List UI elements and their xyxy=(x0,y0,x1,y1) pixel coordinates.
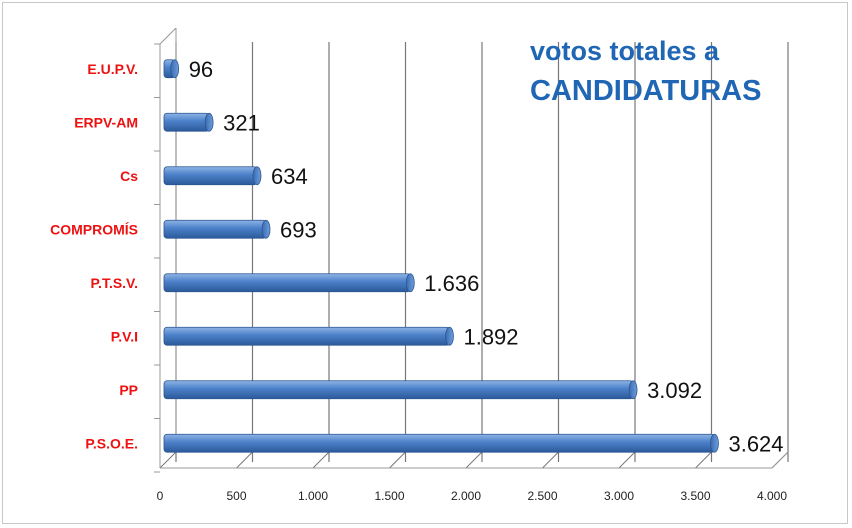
bars xyxy=(163,59,719,453)
x-tick-label: 500 xyxy=(226,489,246,503)
gridline-floor xyxy=(465,451,483,469)
x-tick-label: 1.000 xyxy=(298,489,328,503)
bar-body xyxy=(163,433,715,453)
gridline-floor xyxy=(695,451,712,469)
category-label: PP xyxy=(119,382,138,398)
data-label: 1.892 xyxy=(463,324,518,349)
bar-body xyxy=(163,380,634,400)
x-axis-right-edge xyxy=(771,451,789,469)
category-label: P.V.I xyxy=(111,328,138,344)
bar-body xyxy=(163,219,267,239)
bar xyxy=(163,166,262,186)
x-tick-label: 4.000 xyxy=(757,489,787,503)
bar xyxy=(163,326,454,346)
data-label: 1.636 xyxy=(424,271,479,296)
chart-title-line-1: votos totales a xyxy=(530,36,720,66)
x-tick-label: 2.000 xyxy=(451,489,481,503)
bar-cap xyxy=(204,112,214,132)
bar xyxy=(163,219,271,239)
bar-body xyxy=(163,112,210,132)
category-label: ERPV-AM xyxy=(74,114,138,130)
x-tick-label: 0 xyxy=(157,489,164,503)
labels: 0 500 1.000 1.500 2.000 2.500 3.000 3.500 4.000 E… xyxy=(50,57,787,503)
bar-cap xyxy=(405,273,415,293)
category-label: E.U.P.V. xyxy=(87,61,138,77)
data-label: 96 xyxy=(189,57,213,82)
x-tick-label: 1.500 xyxy=(374,489,404,503)
bar xyxy=(163,59,180,79)
bar-cap xyxy=(252,166,262,186)
gridline-floor xyxy=(312,451,330,469)
data-label: 321 xyxy=(223,110,260,135)
bar-cap xyxy=(710,433,719,453)
bar-cap xyxy=(170,59,180,79)
gridline-floor xyxy=(389,451,406,469)
gridline-floor xyxy=(618,451,636,469)
bar-cap xyxy=(445,326,454,346)
bar-cap xyxy=(261,219,271,239)
category-label: COMPROMÍS xyxy=(50,221,138,237)
y-axis-top-edge xyxy=(159,27,177,45)
bar xyxy=(163,273,415,293)
bar-body xyxy=(163,166,258,186)
gridline-floor xyxy=(236,451,253,469)
x-tick-label: 3.000 xyxy=(604,489,634,503)
x-tick-label: 3.500 xyxy=(680,489,710,503)
data-label: 3.092 xyxy=(647,378,702,403)
category-label: Cs xyxy=(120,168,138,184)
data-label: 3.624 xyxy=(728,431,783,456)
bar-cap xyxy=(628,380,638,400)
category-label: P.T.S.V. xyxy=(91,275,138,291)
chart-title-line-2: CANDIDATURAS xyxy=(530,75,761,107)
gridline-floor xyxy=(159,451,177,469)
data-label: 634 xyxy=(271,164,308,189)
bar-body xyxy=(163,273,411,293)
bar xyxy=(163,433,719,453)
category-label: P.S.O.E. xyxy=(85,435,138,451)
x-tick-label: 2.500 xyxy=(527,489,557,503)
data-label: 693 xyxy=(280,217,317,242)
bar xyxy=(163,380,638,400)
bar-body xyxy=(163,326,450,346)
bar xyxy=(163,112,214,132)
gridline-floor xyxy=(542,451,559,469)
